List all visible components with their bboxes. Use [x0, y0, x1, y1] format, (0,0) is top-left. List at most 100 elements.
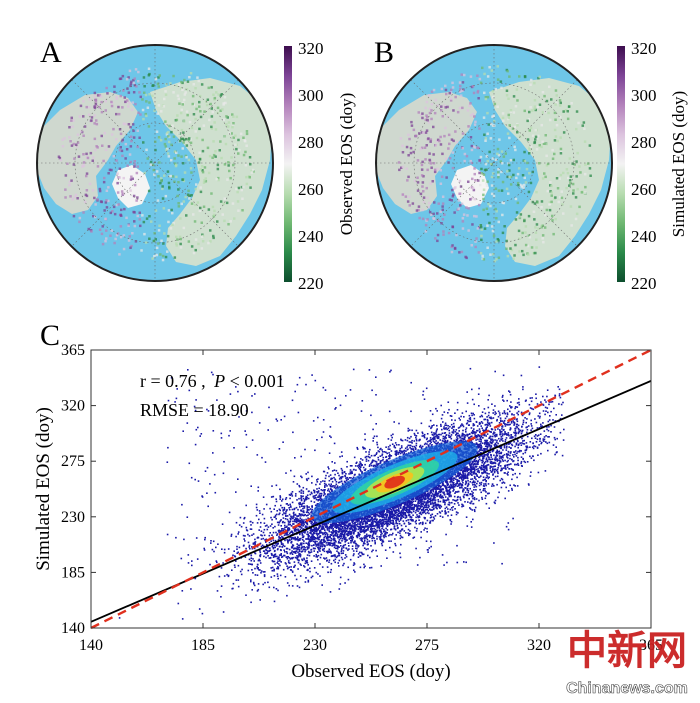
scatter-point — [504, 438, 507, 441]
scatter-point — [486, 472, 489, 475]
scatter-point — [350, 532, 352, 534]
scatter-point — [280, 519, 282, 521]
colorbar-a-tick: 280 — [298, 133, 324, 152]
panel-b: B 320 300 280 260 240 — [374, 36, 688, 293]
scatter-point — [540, 423, 542, 426]
scatter-point — [515, 432, 518, 434]
scatter-point — [520, 456, 523, 458]
scatter-point — [301, 503, 303, 506]
scatter-point — [339, 532, 342, 535]
scatter-point — [475, 463, 477, 465]
scatter-point — [385, 517, 388, 519]
scatter-point — [472, 465, 474, 468]
scatter-point — [288, 493, 291, 496]
scatter-point — [291, 553, 294, 555]
scatter-point — [347, 523, 350, 526]
scatter-point — [353, 456, 356, 459]
scatter-point — [222, 562, 224, 564]
scatter-point — [335, 481, 338, 483]
scatter-point — [359, 533, 361, 536]
scatter-point — [545, 441, 547, 443]
scatter-point — [517, 427, 520, 430]
scatter-point — [290, 515, 292, 518]
scatter-point — [259, 569, 261, 571]
scatter-point — [426, 490, 429, 493]
scatter-point — [352, 524, 354, 526]
scatter-point — [281, 498, 284, 501]
scatter-point — [295, 518, 297, 521]
scatter-point — [301, 527, 303, 529]
scatter-point — [303, 507, 306, 509]
scatter-point — [345, 479, 348, 482]
scatter-point — [295, 578, 298, 581]
scatter-point — [296, 531, 298, 533]
scatter-point — [466, 469, 469, 471]
scatter-point — [504, 459, 506, 462]
scatter-point — [330, 537, 333, 540]
scatter-point — [350, 541, 352, 544]
scatter-point — [442, 499, 445, 501]
scatter-point — [313, 555, 315, 557]
scatter-point — [382, 522, 385, 524]
scatter-point — [303, 565, 305, 567]
scatter-point — [498, 452, 500, 455]
scatter-point — [431, 425, 433, 427]
scatter-point — [299, 539, 301, 541]
scatter-point — [395, 509, 397, 512]
scatter-point — [479, 436, 482, 439]
scatter-point — [271, 545, 274, 548]
scatter-point — [376, 535, 378, 538]
scatter-point — [407, 505, 410, 507]
scatter-point — [216, 561, 218, 564]
scatter-point — [522, 421, 525, 424]
scatter-point — [390, 439, 393, 441]
scatter-point — [414, 504, 416, 507]
scatter-point — [394, 528, 397, 531]
scatter-point — [333, 476, 335, 479]
scatter-point — [479, 431, 481, 434]
scatter-point — [525, 445, 527, 448]
scatter-point — [455, 429, 458, 431]
scatter-point — [267, 526, 270, 528]
scatter-point — [498, 491, 500, 494]
scatter-point — [310, 510, 313, 513]
scatter-point — [276, 555, 278, 558]
scatter-point — [452, 479, 455, 481]
scatter-point — [326, 525, 328, 528]
scatter-point — [547, 420, 550, 423]
scatter-point — [316, 534, 319, 537]
scatter-point — [426, 519, 429, 522]
scatter-point — [400, 504, 402, 507]
scatter-point — [232, 554, 234, 557]
scatter-point — [447, 497, 449, 499]
scatter-point — [470, 500, 473, 503]
scatter-point — [385, 460, 387, 463]
scatter-point — [271, 518, 273, 521]
scatter-point — [307, 477, 310, 480]
scatter-point — [309, 570, 311, 573]
scatter-point — [422, 508, 425, 511]
scatter-point — [377, 446, 379, 449]
scatter-point — [528, 484, 530, 486]
scatter-point — [420, 446, 423, 449]
scatter-point — [304, 532, 306, 534]
scatter-point — [466, 466, 468, 468]
scatter-point — [361, 552, 363, 555]
scatter-point — [345, 538, 347, 541]
scatter-point — [248, 535, 251, 537]
scatter-point — [496, 455, 499, 457]
scatter-point — [300, 509, 302, 511]
scatter-point — [373, 459, 375, 462]
scatter-point — [255, 506, 258, 509]
scatter-point — [470, 412, 473, 415]
scatter-point — [273, 560, 276, 563]
scatter-point — [517, 462, 519, 465]
map-texture-b — [397, 65, 592, 263]
scatter-point — [326, 559, 328, 562]
scatter-point — [452, 485, 455, 488]
scatter-point — [321, 525, 323, 528]
scatter-point — [359, 461, 361, 463]
scatter-point — [490, 456, 493, 458]
scatter-point — [324, 558, 326, 560]
scatter-point — [318, 546, 320, 548]
